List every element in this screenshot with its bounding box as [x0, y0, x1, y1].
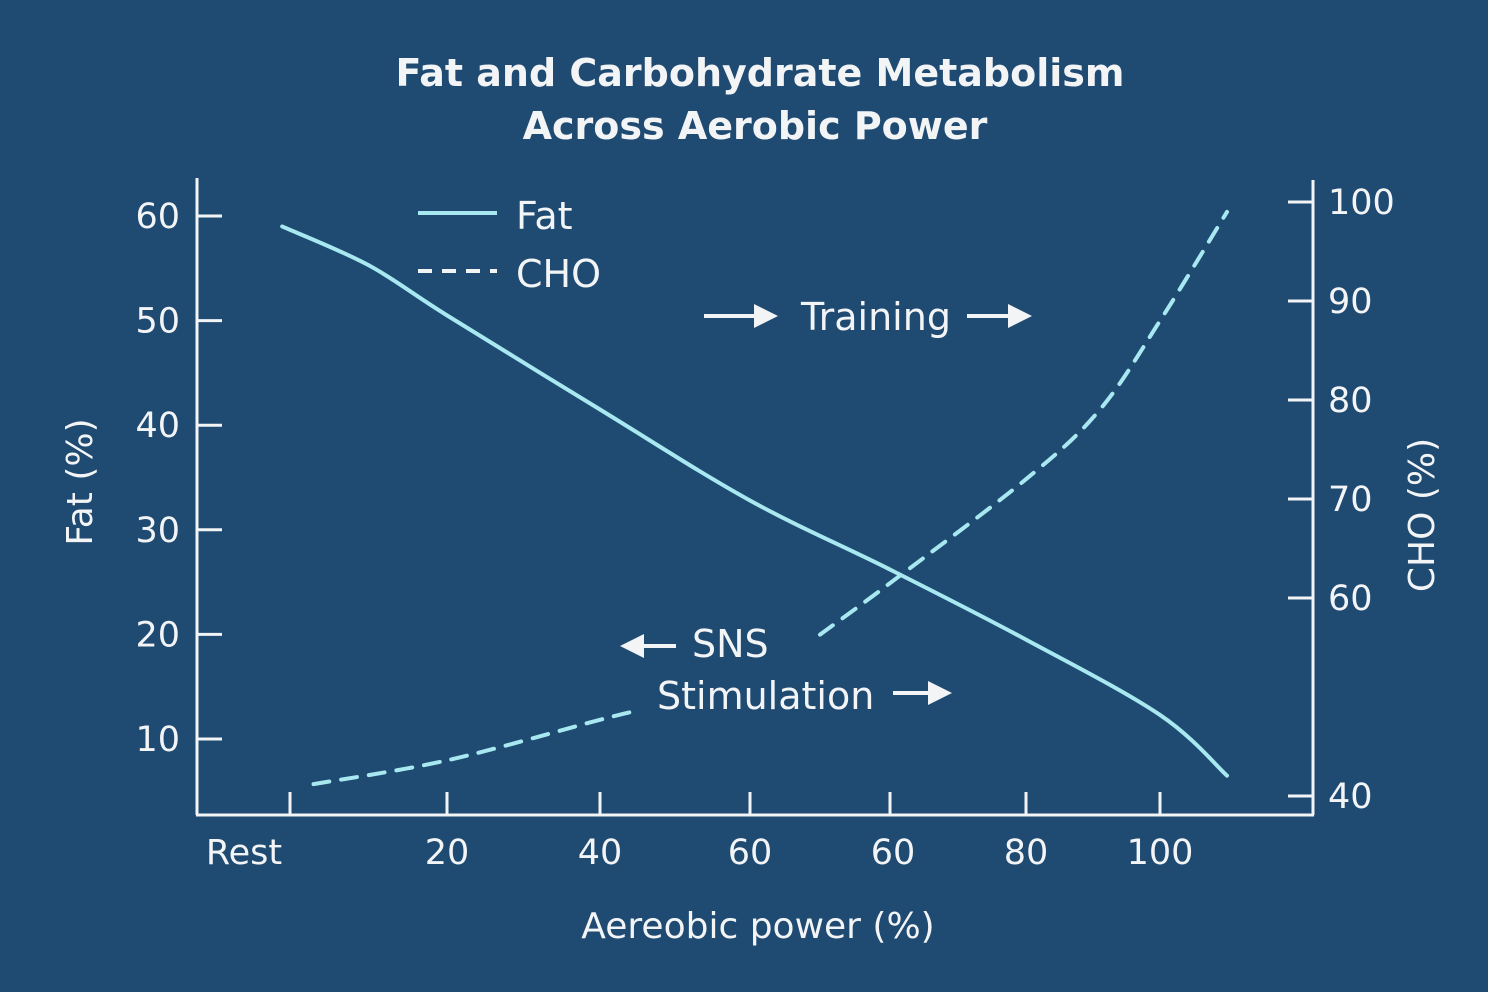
y2-tick-label: 80 — [1328, 381, 1373, 421]
chart-title-line1: Fat and Carbohydrate Metabolism — [395, 51, 1124, 95]
series-line-fat — [280, 224, 1229, 778]
x-tick-label: 60 — [871, 833, 916, 873]
y-tick-label: 20 — [135, 615, 180, 655]
x-tick-label: Rest — [206, 833, 282, 873]
x-axis-label: Aereobic power (%) — [581, 906, 934, 947]
y2-tick-label: 90 — [1328, 282, 1373, 322]
x-tick-label: 60 — [728, 833, 773, 873]
y2-tick-label: 60 — [1328, 579, 1373, 619]
x-tick-label: 100 — [1127, 833, 1194, 873]
y-tick-label: 10 — [135, 720, 180, 760]
annotation-stimulation: Stimulation — [657, 674, 874, 718]
y-tick-label: 30 — [135, 511, 180, 551]
y2-tick-label: 100 — [1328, 183, 1395, 223]
legend-fat-label: Fat — [516, 194, 573, 238]
y-tick-label: 60 — [135, 197, 180, 237]
y-tick-label: 40 — [135, 406, 180, 446]
y2-tick-label: 70 — [1328, 480, 1373, 520]
x-tick-label: 80 — [1004, 833, 1049, 873]
annotation-training: Training — [800, 295, 951, 339]
legend: Fat CHO — [418, 194, 601, 296]
y-axis-label: Fat (%) — [60, 418, 101, 545]
annotation-sns: SNS — [692, 622, 769, 666]
series-line-cho — [818, 209, 1229, 637]
chart-title-line2: Across Aerobic Power — [523, 104, 988, 148]
legend-cho-label: CHO — [516, 252, 601, 296]
y2-axis-label: CHO (%) — [1402, 438, 1443, 592]
y-tick-label: 50 — [135, 302, 180, 342]
series-line-cho — [311, 707, 643, 787]
y2-tick-label: 40 — [1328, 777, 1373, 817]
x-tick-label: 20 — [425, 833, 470, 873]
x-tick-label: 40 — [578, 833, 623, 873]
